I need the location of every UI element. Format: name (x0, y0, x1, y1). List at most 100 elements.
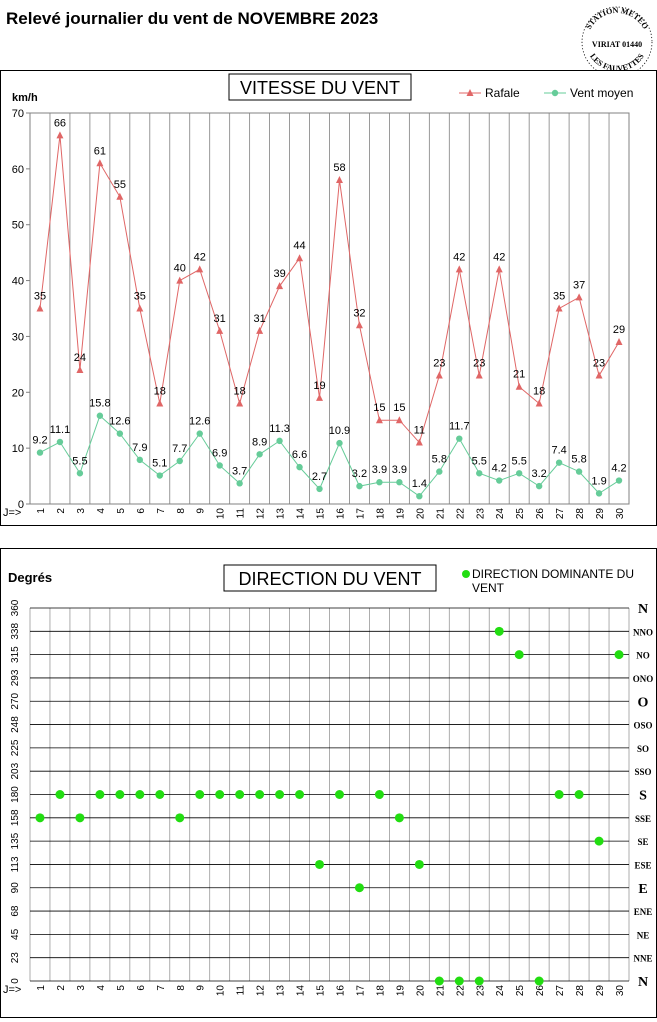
rafale-data-label: 24 (74, 352, 86, 364)
rafale-point (56, 131, 64, 139)
legend-label: Vent moyen (570, 86, 633, 100)
y-tick-label: 360 (10, 599, 21, 616)
rafale-data-label: 15 (393, 402, 405, 414)
stamp-middle-text: VIRIAT 01440 (592, 40, 642, 49)
x-tick-label: 16 (335, 508, 346, 520)
vent-moyen-point (316, 485, 323, 493)
x-tick-label: 6 (136, 985, 147, 991)
x-tick-label: 27 (555, 508, 566, 520)
vent-moyen-point (496, 477, 503, 484)
rafale-point (176, 276, 184, 284)
rafale-point (455, 265, 463, 273)
x-tick-label: 12 (256, 985, 267, 997)
y-tick-label: 50 (12, 220, 24, 232)
x-tick-label: 6 (136, 508, 147, 514)
x-tick-label: 9 (196, 985, 207, 991)
y-axis-title: km/h (12, 92, 38, 104)
x-tick-label: 22 (455, 508, 466, 520)
compass-label: N (638, 975, 648, 990)
rafale-data-label: 19 (313, 380, 325, 392)
rafale-point (196, 265, 204, 273)
rafale-point (36, 304, 44, 312)
y-tick-label: 70 (12, 108, 24, 120)
vent-moyen-data-label: 11.1 (50, 424, 71, 436)
x-tick-label: 2 (56, 985, 67, 991)
rafale-data-label: 31 (214, 313, 226, 325)
direction-point (454, 976, 464, 986)
x-tick-label: 28 (575, 508, 586, 520)
vent-moyen-data-label: 1.4 (412, 478, 427, 490)
x-tick-label: 13 (276, 985, 287, 997)
rafale-data-label: 32 (353, 307, 365, 319)
rafale-point (535, 399, 543, 407)
x-tick-label: 1 (36, 508, 47, 514)
vent-moyen-line (39, 414, 620, 497)
rafale-data-label: 18 (234, 385, 246, 397)
rafale-data-label: 18 (533, 385, 545, 397)
x-tick-label: 11 (236, 508, 247, 519)
vent-moyen-point (156, 472, 163, 479)
direction-point (295, 790, 305, 799)
direction-point (315, 859, 325, 869)
vent-moyen-data-label: 3.2 (532, 468, 547, 480)
direction-point (135, 790, 145, 799)
y-tick-label: 23 (10, 952, 21, 964)
direction-point (434, 976, 444, 986)
x-tick-label: 11 (236, 985, 247, 996)
y-tick-label: 338 (10, 623, 21, 640)
vent-moyen-data-label: 3.7 (232, 465, 247, 477)
y-tick-label: 30 (12, 331, 24, 343)
x-tick-label: 29 (595, 508, 606, 520)
x-tick-label: 3 (76, 985, 87, 991)
x-tick-label: 14 (296, 508, 307, 520)
rafale-data-label: 23 (473, 358, 485, 370)
direction-point (394, 813, 404, 823)
rafale-point (515, 382, 523, 390)
vent-moyen-point (196, 430, 203, 437)
vent-moyen-data-label: 11.7 (449, 421, 470, 433)
rafale-data-label: 29 (613, 324, 625, 336)
vent-moyen-point (555, 459, 563, 466)
rafale-data-label: 66 (54, 117, 66, 129)
x-tick-label: 17 (355, 508, 366, 520)
x-tick-label: 2 (56, 508, 67, 514)
direction-point (75, 813, 85, 823)
x-tick-label: 19 (395, 985, 406, 997)
compass-label: N (638, 602, 648, 617)
rafale-data-label: 40 (174, 263, 186, 275)
y-tick-label: 68 (10, 905, 21, 917)
compass-label: SE (637, 837, 648, 847)
x-tick-label: 28 (575, 985, 586, 997)
direction-point (55, 790, 65, 799)
x-tick-label: 30 (615, 985, 626, 997)
x-tick-label: 7 (156, 508, 167, 514)
rafale-point (475, 371, 483, 379)
vent-moyen-data-label: 5.1 (152, 458, 167, 470)
vent-moyen-data-label: 5.5 (512, 455, 527, 467)
rafale-data-label: 35 (553, 291, 565, 303)
rafale-data-label: 39 (273, 268, 285, 280)
rafale-point (395, 416, 403, 424)
y-tick-label: 135 (10, 832, 21, 849)
y-tick-label: 293 (10, 669, 21, 686)
y-tick-label: 315 (10, 646, 21, 663)
y-tick-label: 40 (12, 276, 24, 288)
vent-moyen-data-label: 12.6 (189, 416, 210, 428)
direction-point (354, 883, 364, 893)
direction-point (115, 790, 125, 799)
direction-point (414, 859, 424, 869)
x-tick-label: 4 (96, 508, 107, 514)
x-tick-label: 13 (276, 508, 287, 520)
y-tick-label: 0 (10, 978, 21, 984)
compass-label: ENE (634, 907, 653, 917)
vent-moyen-data-label: 5.8 (432, 454, 447, 466)
x-tick-label: 24 (495, 508, 506, 520)
x-tick-label: 23 (475, 985, 486, 997)
stamp-top-text: STATION METEO (584, 6, 650, 31)
compass-label: OSO (633, 721, 652, 731)
rafale-data-label: 31 (253, 313, 265, 325)
x-tick-label: 5 (116, 508, 127, 514)
y-tick-label: 90 (10, 882, 21, 894)
x-tick-label: 30 (615, 508, 626, 520)
rafale-data-label: 11 (414, 425, 425, 437)
